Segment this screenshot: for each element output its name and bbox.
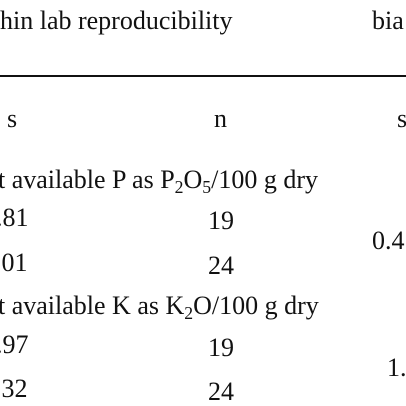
bias-value-k: 1. — [387, 353, 406, 382]
within-lab-reproducibility-header: hin lab reproducibility — [0, 6, 233, 35]
table-row-p2-s: .01 — [0, 248, 28, 277]
table-row-k1-n: 19 — [208, 333, 234, 362]
table-row-p2-n: 24 — [208, 251, 234, 280]
header-rule — [0, 75, 406, 77]
section-label-k: t available K as K2O/100 g dry — [0, 291, 319, 323]
bias-s-column-header: s — [397, 104, 406, 133]
bias-value-p: 0.4 — [372, 226, 405, 255]
s-column-header: s — [7, 104, 18, 133]
table-row-k2-s: .32 — [0, 374, 28, 403]
table-row-k2-n: 24 — [208, 377, 234, 406]
table-row-p1-n: 19 — [208, 206, 234, 235]
table-row-k1-s: .97 — [0, 330, 29, 359]
n-column-header: n — [214, 104, 227, 133]
table-row-p1-s: .81 — [0, 203, 29, 232]
section-label-p: t available P as P2O5/100 g dry — [0, 165, 319, 197]
bias-header: bia — [372, 6, 404, 35]
